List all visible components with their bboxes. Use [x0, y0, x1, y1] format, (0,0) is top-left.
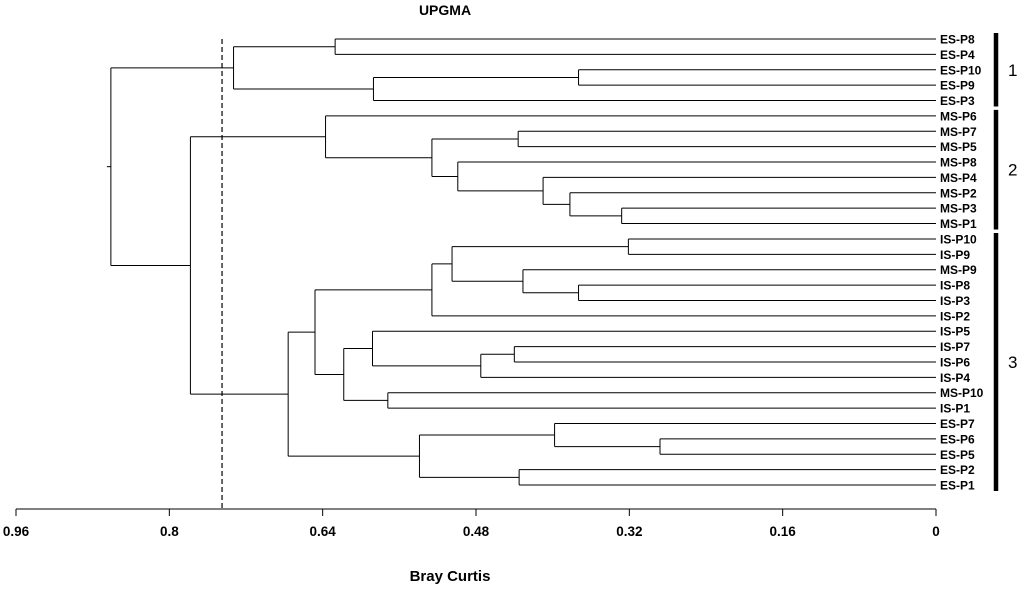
x-tick-label: 0.32	[616, 524, 642, 539]
leaf-label: IS-P3	[940, 294, 970, 308]
leaf-label: ES-P1	[940, 479, 975, 493]
leaf-label: MS-P4	[940, 171, 977, 185]
x-tick-label: 0.8	[160, 524, 179, 539]
x-tick-label: 0.64	[310, 524, 337, 539]
leaf-label: IS-P1	[940, 402, 970, 416]
leaf-label: IS-P10	[940, 232, 977, 246]
group-label: 2	[1008, 161, 1017, 180]
leaf-label: MS-P7	[940, 125, 977, 139]
x-tick-label: 0	[932, 524, 940, 539]
leaf-label: ES-P9	[940, 79, 975, 93]
leaf-label: IS-P4	[940, 371, 970, 385]
leaf-label: ES-P2	[940, 463, 975, 477]
leaf-label: MS-P2	[940, 186, 977, 200]
leaf-label: ES-P5	[940, 448, 975, 462]
leaf-label: MS-P10	[940, 386, 984, 400]
leaf-label: MS-P9	[940, 263, 977, 277]
chart-title: UPGMA	[418, 2, 472, 18]
x-tick-label: 0.96	[3, 524, 30, 539]
leaf-label: ES-P4	[940, 48, 975, 62]
x-axis-label: Bray Curtis	[409, 568, 491, 585]
leaf-label: MS-P3	[940, 202, 977, 216]
leaf-label: MS-P8	[940, 156, 977, 170]
leaf-label: ES-P6	[940, 432, 975, 446]
leaf-label: IS-P6	[940, 355, 970, 369]
x-tick-label: 0.16	[770, 524, 797, 539]
leaf-label: IS-P7	[940, 340, 970, 354]
leaf-label: IS-P2	[940, 309, 970, 323]
leaf-label: ES-P10	[940, 63, 982, 77]
leaf-label: ES-P8	[940, 33, 975, 47]
leaf-label: ES-P7	[940, 417, 975, 431]
leaf-label: MS-P5	[940, 140, 977, 154]
leaf-label: IS-P8	[940, 279, 970, 293]
group-label: 3	[1008, 353, 1017, 372]
group-label: 1	[1008, 61, 1017, 80]
leaf-label: MS-P6	[940, 109, 977, 123]
leaf-label: ES-P3	[940, 94, 975, 108]
x-tick-label: 0.48	[463, 524, 490, 539]
leaf-label: IS-P5	[940, 325, 970, 339]
leaf-label: IS-P9	[940, 248, 970, 262]
leaf-label: MS-P1	[940, 217, 977, 231]
